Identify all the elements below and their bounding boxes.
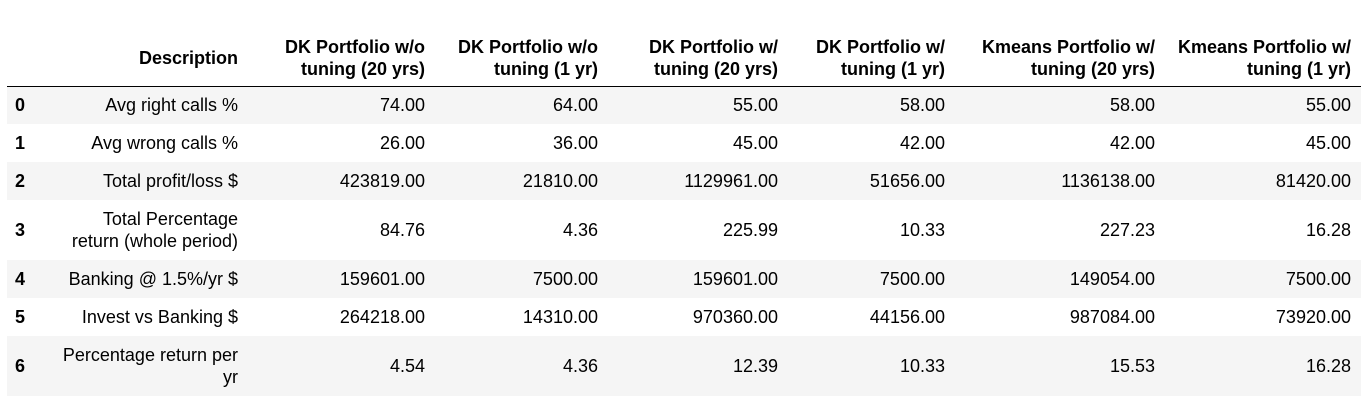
table-cell: 4.36 <box>562 356 598 376</box>
table-cell: 1136138.00 <box>1061 171 1155 191</box>
table-row: 1 Avg wrong calls % 26.00 36.00 45.00 42… <box>7 124 1361 162</box>
column-header: DK Portfolio w/o tuning (1 yr) <box>435 30 608 87</box>
description-cell: Total profit/loss $ <box>102 171 238 191</box>
table-cell: 74.00 <box>379 95 425 116</box>
table-cell: 225.99 <box>722 220 778 240</box>
table-cell: 26.00 <box>379 133 425 153</box>
table-cell: 21810.00 <box>522 171 598 191</box>
table-cell: 42.00 <box>899 133 945 153</box>
table-cell: 12.39 <box>732 356 778 376</box>
table-cell: 987084.00 <box>1069 307 1155 327</box>
column-header: Kmeans Portfolio w/ tuning (20 yrs) <box>955 30 1165 87</box>
table-cell: 55.00 <box>1305 95 1351 116</box>
description-cell: Percentage return per yr <box>62 345 238 387</box>
description-cell: Banking @ 1.5%/yr $ <box>68 269 238 289</box>
row-index: 6 <box>15 355 26 376</box>
table-row: 6 Percentage return per yr 4.54 4.36 12.… <box>7 336 1361 396</box>
row-index: 4 <box>15 268 26 289</box>
table-cell: 970360.00 <box>692 307 778 327</box>
table-cell: 15.53 <box>1109 356 1155 376</box>
table-cell: 159601.00 <box>339 269 425 289</box>
column-header: Description <box>45 30 248 87</box>
table-row: 2 Total profit/loss $ 423819.00 21810.00… <box>7 162 1361 200</box>
table-cell: 227.23 <box>1099 220 1155 240</box>
table-row: 0 Avg right calls % 74.00 64.00 55.00 58… <box>7 86 1361 124</box>
table-cell: 14310.00 <box>522 307 598 327</box>
table-cell: 84.76 <box>379 220 425 240</box>
table-cell: 7500.00 <box>532 269 598 289</box>
table-cell: 44156.00 <box>869 307 945 327</box>
table-cell: 55.00 <box>732 95 778 116</box>
table-cell: 58.00 <box>1109 95 1155 116</box>
row-index: 1 <box>15 132 26 153</box>
row-index: 5 <box>15 306 26 327</box>
table-row: 4 Banking @ 1.5%/yr $ 159601.00 7500.00 … <box>7 260 1361 298</box>
table-cell: 4.54 <box>389 356 425 376</box>
table-cell: 4.36 <box>562 220 598 240</box>
table-cell: 64.00 <box>552 95 598 116</box>
table-cell: 36.00 <box>552 133 598 153</box>
table-cell: 51656.00 <box>869 171 945 191</box>
table-cell: 264218.00 <box>339 307 425 327</box>
results-dataframe: Description DK Portfolio w/o tuning (20 … <box>7 30 1361 396</box>
row-index: 3 <box>15 219 26 240</box>
table-cell: 16.28 <box>1305 356 1351 376</box>
table-cell: 159601.00 <box>692 269 778 289</box>
description-cell: Total Percentage return (whole period) <box>71 209 238 251</box>
table-cell: 45.00 <box>1305 133 1351 153</box>
table-cell: 81420.00 <box>1275 171 1351 191</box>
table-row: 5 Invest vs Banking $ 264218.00 14310.00… <box>7 298 1361 336</box>
table-cell: 423819.00 <box>339 171 425 191</box>
table-cell: 10.33 <box>899 220 945 240</box>
table-cell: 16.28 <box>1305 220 1351 240</box>
table-header-row: Description DK Portfolio w/o tuning (20 … <box>7 30 1361 87</box>
table-row: 3 Total Percentage return (whole period)… <box>7 200 1361 260</box>
table-cell: 10.33 <box>899 356 945 376</box>
column-header: DK Portfolio w/o tuning (20 yrs) <box>248 30 435 87</box>
row-index: 0 <box>15 94 26 115</box>
table-cell: 7500.00 <box>879 269 945 289</box>
table-cell: 42.00 <box>1109 133 1155 153</box>
table-cell: 73920.00 <box>1275 307 1351 327</box>
column-header: DK Portfolio w/ tuning (1 yr) <box>788 30 955 87</box>
description-cell: Avg wrong calls % <box>91 133 238 153</box>
table-cell: 149054.00 <box>1069 269 1155 289</box>
column-header: Kmeans Portfolio w/ tuning (1 yr) <box>1165 30 1361 87</box>
table-cell: 45.00 <box>732 133 778 153</box>
table-cell: 1129961.00 <box>684 171 778 191</box>
index-header <box>7 30 45 87</box>
description-cell: Invest vs Banking $ <box>81 307 238 327</box>
row-index: 2 <box>15 170 26 191</box>
table-cell: 58.00 <box>899 95 945 116</box>
column-header: DK Portfolio w/ tuning (20 yrs) <box>608 30 788 87</box>
table-cell: 7500.00 <box>1285 269 1351 289</box>
description-cell: Avg right calls % <box>105 95 238 116</box>
